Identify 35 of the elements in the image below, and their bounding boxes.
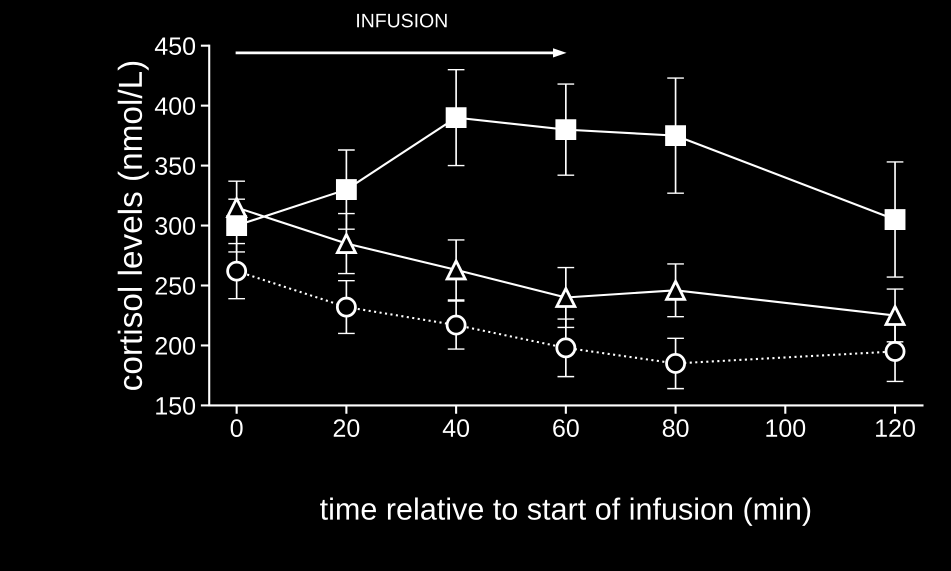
point bbox=[665, 353, 686, 374]
point bbox=[226, 197, 248, 218]
point bbox=[446, 259, 467, 280]
point bbox=[336, 233, 357, 254]
point bbox=[665, 280, 686, 301]
y-axis-title: cortisol levels (nmol/L) bbox=[118, 62, 149, 390]
x-tick-label: 80 bbox=[662, 419, 689, 437]
point bbox=[446, 107, 467, 128]
x-tick-label: 120 bbox=[876, 419, 915, 437]
point bbox=[884, 341, 906, 362]
y-tick-label: 450 bbox=[154, 37, 196, 55]
point bbox=[336, 179, 357, 200]
point bbox=[555, 337, 576, 358]
point bbox=[884, 209, 906, 230]
point bbox=[226, 215, 248, 236]
y-tick-label: 150 bbox=[156, 397, 196, 415]
y-tick-label: 250 bbox=[156, 277, 196, 295]
point bbox=[665, 125, 686, 146]
text: INFUSION bbox=[357, 14, 447, 28]
x-tick-label: 60 bbox=[553, 419, 579, 437]
point bbox=[336, 296, 357, 318]
y-tick-label: 200 bbox=[156, 337, 196, 355]
y-tick-label: 300 bbox=[155, 217, 196, 235]
point bbox=[446, 314, 467, 336]
point bbox=[226, 260, 248, 282]
point bbox=[555, 287, 576, 308]
point bbox=[884, 305, 906, 326]
x-tick-label: 100 bbox=[766, 419, 806, 437]
x-tick-label: 0 bbox=[230, 419, 243, 437]
point bbox=[555, 119, 576, 140]
x-tick-label: 20 bbox=[334, 419, 360, 437]
x-tick-label: 40 bbox=[442, 419, 470, 437]
y-tick-label: 350 bbox=[155, 157, 196, 175]
y-tick-label: 400 bbox=[154, 97, 196, 115]
x-axis-title: time relative to start of infusion (min) bbox=[320, 497, 810, 526]
